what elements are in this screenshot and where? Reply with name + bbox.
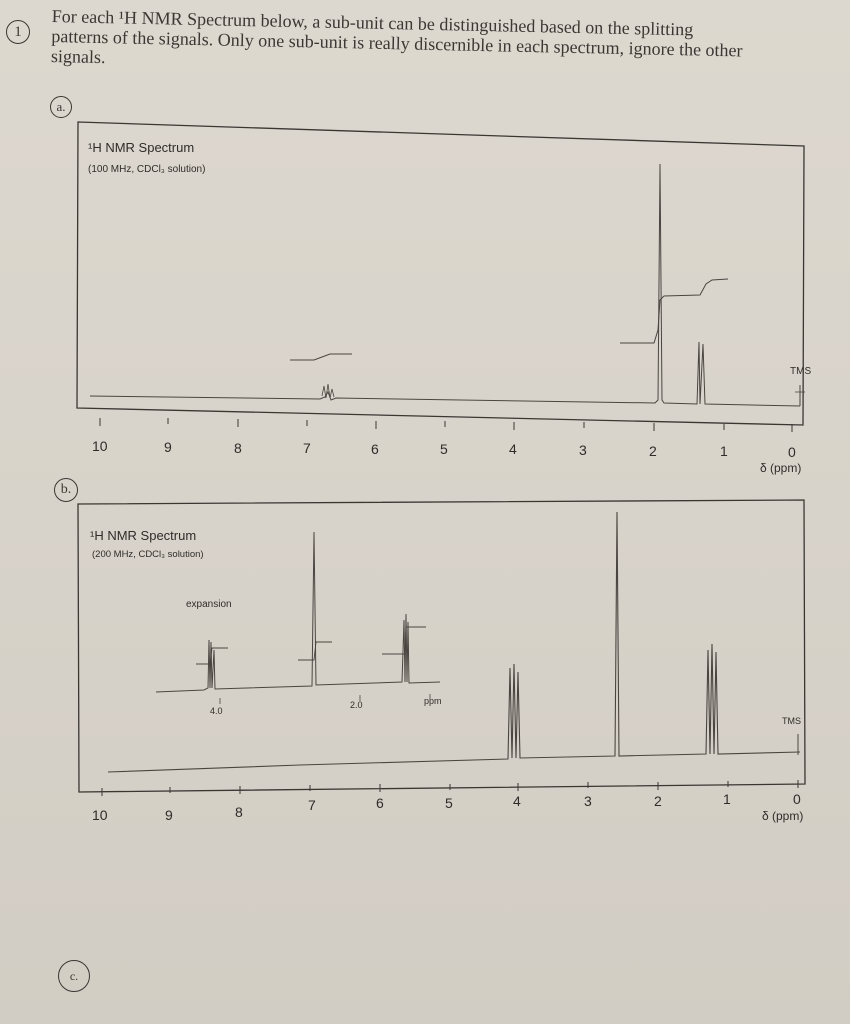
spectrum-b-axis-ticks bbox=[102, 780, 798, 796]
expansion-ticks bbox=[220, 694, 430, 704]
tick-label: 0 bbox=[793, 791, 801, 807]
expansion-integrals bbox=[196, 627, 426, 664]
spectrum-b-baseline bbox=[108, 512, 800, 772]
spectrum-b-tick-labels: 10 9 8 7 6 5 4 3 2 1 0 bbox=[92, 791, 801, 823]
tick-label: 8 bbox=[235, 804, 243, 820]
spectrum-b-title: ¹H NMR Spectrum bbox=[90, 528, 196, 543]
tick-label: 6 bbox=[376, 795, 384, 811]
expansion-tick-2: 2.0 bbox=[350, 700, 363, 710]
tick-label: 2 bbox=[654, 793, 662, 809]
spectrum-b-tms-label: TMS bbox=[782, 716, 801, 726]
spectrum-b-frame bbox=[78, 500, 805, 792]
expansion-tick-ppm: ppm bbox=[424, 696, 442, 706]
tick-label: 1 bbox=[723, 791, 731, 807]
tick-label: 7 bbox=[308, 797, 316, 813]
tick-label: 5 bbox=[445, 795, 453, 811]
expansion-tick-4: 4.0 bbox=[210, 706, 223, 716]
spectrum-b-axis-unit: δ (ppm) bbox=[762, 809, 803, 823]
spectrum-b: ¹H NMR Spectrum (200 MHz, CDCl₃ solution… bbox=[0, 0, 850, 1024]
tick-label: 3 bbox=[584, 793, 592, 809]
tick-label: 10 bbox=[92, 807, 108, 823]
tick-label: 4 bbox=[513, 793, 521, 809]
spectrum-b-subtitle: (200 MHz, CDCl₃ solution) bbox=[92, 549, 204, 560]
expansion-label: expansion bbox=[186, 599, 232, 610]
worksheet-page: 1 For each ¹H NMR Spectrum below, a sub-… bbox=[0, 0, 850, 1024]
tick-label: 9 bbox=[165, 807, 173, 823]
